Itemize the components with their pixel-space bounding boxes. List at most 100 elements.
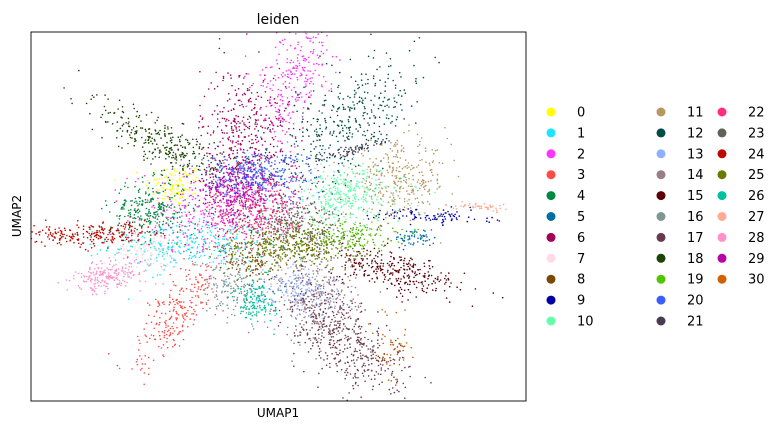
point-cluster-6 (293, 161, 295, 164)
point-cluster-12 (363, 106, 366, 108)
point-cluster-12 (401, 109, 403, 111)
point-cluster-16 (219, 304, 222, 307)
point-cluster-9 (441, 215, 444, 217)
point-cluster-14 (308, 273, 310, 276)
point-cluster-17 (340, 338, 343, 341)
point-cluster-2 (296, 96, 298, 99)
point-cluster-8 (293, 270, 295, 272)
point-cluster-12 (384, 85, 387, 87)
point-cluster-10 (373, 190, 376, 193)
point-cluster-13 (281, 280, 284, 283)
point-cluster-9 (447, 210, 449, 213)
point-cluster-3 (155, 322, 158, 325)
point-cluster-15 (352, 273, 355, 276)
point-cluster-16 (245, 312, 248, 314)
point-cluster-17 (370, 357, 373, 360)
point-cluster-1 (187, 248, 189, 251)
point-cluster-17 (377, 373, 380, 375)
point-cluster-10 (376, 218, 379, 220)
point-cluster-3 (170, 289, 172, 292)
point-cluster-10 (341, 205, 343, 207)
point-cluster-11 (418, 171, 421, 174)
point-cluster-15 (400, 288, 403, 291)
point-cluster-17 (362, 375, 365, 377)
point-cluster-12 (380, 133, 382, 136)
point-cluster-4 (90, 236, 92, 238)
point-cluster-9 (467, 216, 470, 218)
point-cluster-12 (378, 96, 381, 99)
point-cluster-18 (193, 152, 196, 155)
point-cluster-1 (127, 274, 129, 276)
point-cluster-17 (347, 316, 350, 319)
point-cluster-10 (339, 190, 342, 193)
point-cluster-2 (269, 98, 271, 101)
point-cluster-16 (219, 302, 221, 305)
point-cluster-10 (381, 181, 383, 184)
point-cluster-15 (425, 291, 428, 294)
point-cluster-12 (331, 64, 333, 67)
point-cluster-6 (270, 120, 272, 122)
point-cluster-11 (420, 184, 423, 187)
point-cluster-14 (293, 342, 295, 345)
point-cluster-12 (294, 189, 296, 192)
point-cluster-11 (390, 192, 393, 194)
point-cluster-12 (382, 139, 384, 141)
point-cluster-2 (229, 248, 231, 250)
point-cluster-2 (205, 247, 207, 250)
point-cluster-18 (171, 165, 174, 168)
point-cluster-10 (335, 193, 338, 195)
point-cluster-2 (192, 217, 194, 219)
point-cluster-4 (132, 217, 134, 219)
point-cluster-4 (137, 189, 140, 192)
point-cluster-2 (166, 203, 169, 206)
point-cluster-17 (369, 348, 372, 350)
point-cluster-2 (219, 206, 221, 208)
point-cluster-2 (223, 245, 225, 248)
point-cluster-18 (152, 151, 154, 154)
point-cluster-17 (293, 304, 296, 307)
point-cluster-17 (333, 342, 336, 345)
point-cluster-9 (405, 215, 408, 217)
point-cluster-15 (338, 275, 341, 278)
point-cluster-15 (411, 265, 413, 268)
point-cluster-9 (441, 221, 443, 224)
point-cluster-11 (406, 208, 409, 210)
point-cluster-17 (337, 322, 339, 325)
point-cluster-14 (325, 276, 327, 278)
point-cluster-2 (276, 95, 279, 98)
point-cluster-12 (363, 91, 366, 93)
point-cluster-12 (337, 140, 339, 143)
point-cluster-2 (138, 219, 140, 221)
point-cluster-10 (363, 179, 366, 181)
point-cluster-2 (252, 82, 255, 85)
point-cluster-12 (358, 123, 361, 126)
point-cluster-12 (379, 79, 381, 81)
point-cluster-9 (470, 209, 472, 211)
point-cluster-17 (382, 364, 384, 366)
point-cluster-9 (445, 212, 447, 214)
point-cluster-1 (223, 235, 226, 238)
point-cluster-12 (386, 104, 388, 107)
point-cluster-2 (211, 224, 214, 227)
point-cluster-4 (176, 192, 178, 195)
point-cluster-3 (152, 359, 155, 362)
point-cluster-11 (437, 216, 440, 218)
point-cluster-14 (329, 277, 332, 279)
point-cluster-10 (410, 183, 412, 185)
point-cluster-13 (272, 291, 275, 294)
point-cluster-10 (298, 171, 301, 174)
point-cluster-4 (165, 206, 168, 208)
point-cluster-3 (143, 372, 146, 374)
point-cluster-6 (246, 33, 248, 35)
point-cluster-2 (296, 76, 298, 79)
point-cluster-1 (233, 238, 236, 240)
point-cluster-15 (375, 262, 377, 264)
point-cluster-1 (106, 249, 108, 251)
point-cluster-11 (370, 196, 373, 198)
point-cluster-1 (208, 242, 211, 244)
point-cluster-1 (177, 250, 180, 252)
point-cluster-2 (202, 221, 205, 224)
point-cluster-7 (134, 261, 136, 264)
point-cluster-3 (185, 312, 188, 314)
point-cluster-16 (232, 308, 235, 311)
